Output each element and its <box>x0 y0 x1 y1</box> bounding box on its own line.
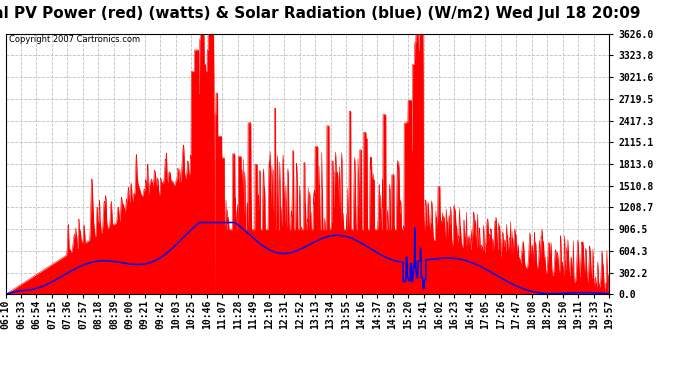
Text: Copyright 2007 Cartronics.com: Copyright 2007 Cartronics.com <box>8 35 139 44</box>
Text: Total PV Power (red) (watts) & Solar Radiation (blue) (W/m2) Wed Jul 18 20:09: Total PV Power (red) (watts) & Solar Rad… <box>0 6 640 21</box>
